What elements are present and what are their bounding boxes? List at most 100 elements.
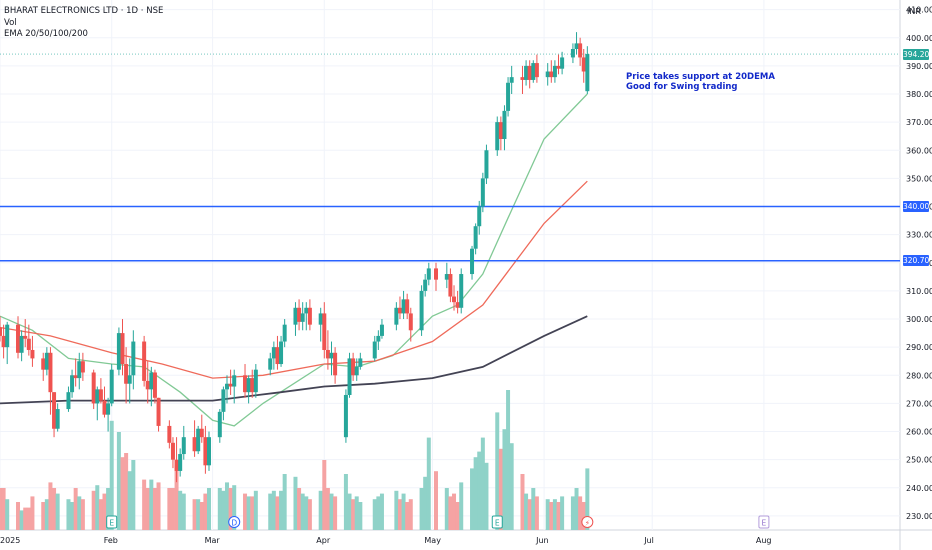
volume-bar (520, 474, 525, 530)
y-tick-label: 410.00 (906, 6, 932, 15)
event-marker-dividend-flash[interactable]: ⚡ (581, 516, 594, 528)
volume-bar (376, 496, 381, 530)
ema-line (0, 315, 588, 405)
candle-body (293, 307, 298, 325)
candle-body (282, 324, 287, 342)
candle-body (95, 389, 100, 404)
candle-body (401, 299, 406, 314)
indicator-label[interactable]: EMA 20/50/100/200 (4, 29, 88, 39)
currency-label[interactable]: INR (907, 7, 921, 16)
event-markers[interactable]: E D E ⚡ E (106, 515, 770, 529)
candle-body (279, 341, 284, 365)
volume-bar (322, 460, 327, 530)
y-tick-label: 260.00 (906, 428, 932, 437)
volume-bar (19, 510, 24, 530)
candle-body (376, 335, 381, 342)
candle-body (228, 383, 233, 387)
candle-body (477, 206, 482, 227)
candle-body (379, 324, 384, 336)
candle-body (77, 361, 82, 379)
y-tick-label: 350.00 (906, 174, 932, 183)
candle-body (307, 307, 312, 325)
y-tick-label: 230.00 (906, 512, 932, 521)
candle-body (347, 358, 352, 395)
volume-bar (524, 493, 529, 530)
candle-body (268, 358, 273, 370)
annotation-line-1[interactable]: Price takes support at 20DEMA (626, 72, 775, 82)
candle-body (351, 358, 356, 376)
volume-bar (16, 502, 21, 530)
candle-body (142, 341, 147, 381)
candle-body (455, 302, 460, 308)
volume-bar (585, 468, 590, 530)
y-tick-label: 370.00 (906, 118, 932, 127)
event-marker-e[interactable]: E (491, 515, 503, 529)
candle-body (560, 57, 565, 69)
volume-bar (452, 493, 457, 530)
volume-bar (0, 488, 2, 530)
event-marker-e[interactable]: E (758, 515, 770, 529)
last-price-label: 394.20 (903, 48, 930, 60)
candle-body (206, 437, 211, 466)
volume-bar (232, 485, 237, 530)
candle-body (419, 290, 424, 331)
candle-body (354, 366, 359, 376)
candle-body (585, 54, 590, 92)
volume-bar (109, 420, 114, 530)
volume-bar (325, 488, 330, 530)
candle-body (0, 327, 2, 336)
candle-body (498, 122, 503, 140)
candle-body (116, 333, 121, 370)
volume-label[interactable]: Vol (4, 18, 17, 28)
volume-bar (225, 482, 230, 530)
event-marker-letter: D (231, 519, 237, 528)
annotation-line-2[interactable]: Good for Swing trading (626, 82, 738, 92)
candle-body (16, 324, 21, 353)
volume-bar (48, 482, 53, 530)
candle-body (452, 296, 457, 303)
candle-body (322, 313, 327, 350)
volume-bar (246, 496, 251, 530)
event-marker-shape (228, 516, 241, 528)
y-tick-label: 400.00 (906, 34, 932, 43)
volume-bar (275, 496, 280, 530)
volume-bar (253, 490, 258, 530)
volume-bar (167, 488, 172, 530)
candle-body (70, 375, 75, 393)
volume-bar (484, 462, 489, 530)
event-marker-d[interactable]: D (228, 516, 241, 528)
volume-bar (116, 432, 121, 530)
candle-body (1, 335, 6, 348)
volume-bar (106, 488, 111, 530)
volume-bar (560, 496, 565, 530)
event-marker-e[interactable]: E (106, 515, 118, 529)
volume-bars (0, 390, 590, 530)
event-marker-shape (491, 515, 503, 529)
candle-body (459, 274, 464, 308)
volume-bar (333, 496, 338, 530)
chart-title: BHARAT ELECTRONICS LTD · 1D · NSE (4, 6, 164, 16)
candle-body (545, 71, 550, 78)
candle-body (574, 43, 579, 50)
candle-body (44, 352, 49, 370)
volume-bar (354, 496, 359, 530)
candle-body (570, 49, 575, 58)
time-axis[interactable]: 2025 Feb Mar Apr May Jun Jul Aug (0, 536, 772, 545)
candle-body (397, 307, 402, 314)
candle-body (66, 392, 71, 410)
candle-body (131, 341, 136, 376)
y-tick-label: 280.00 (906, 371, 932, 380)
candle-body (333, 352, 338, 376)
event-marker-letter: ⚡ (585, 519, 590, 528)
volume-bar (170, 488, 175, 530)
volume-bar (329, 493, 334, 530)
volume-bar (199, 502, 204, 530)
horizontal-levels[interactable] (0, 53, 900, 262)
candle-body (250, 378, 255, 393)
volume-bar (531, 488, 536, 530)
x-tick-label: Apr (316, 536, 331, 545)
event-marker-shape (581, 516, 594, 528)
volume-bar (142, 479, 147, 530)
volume-bar (1, 488, 6, 530)
